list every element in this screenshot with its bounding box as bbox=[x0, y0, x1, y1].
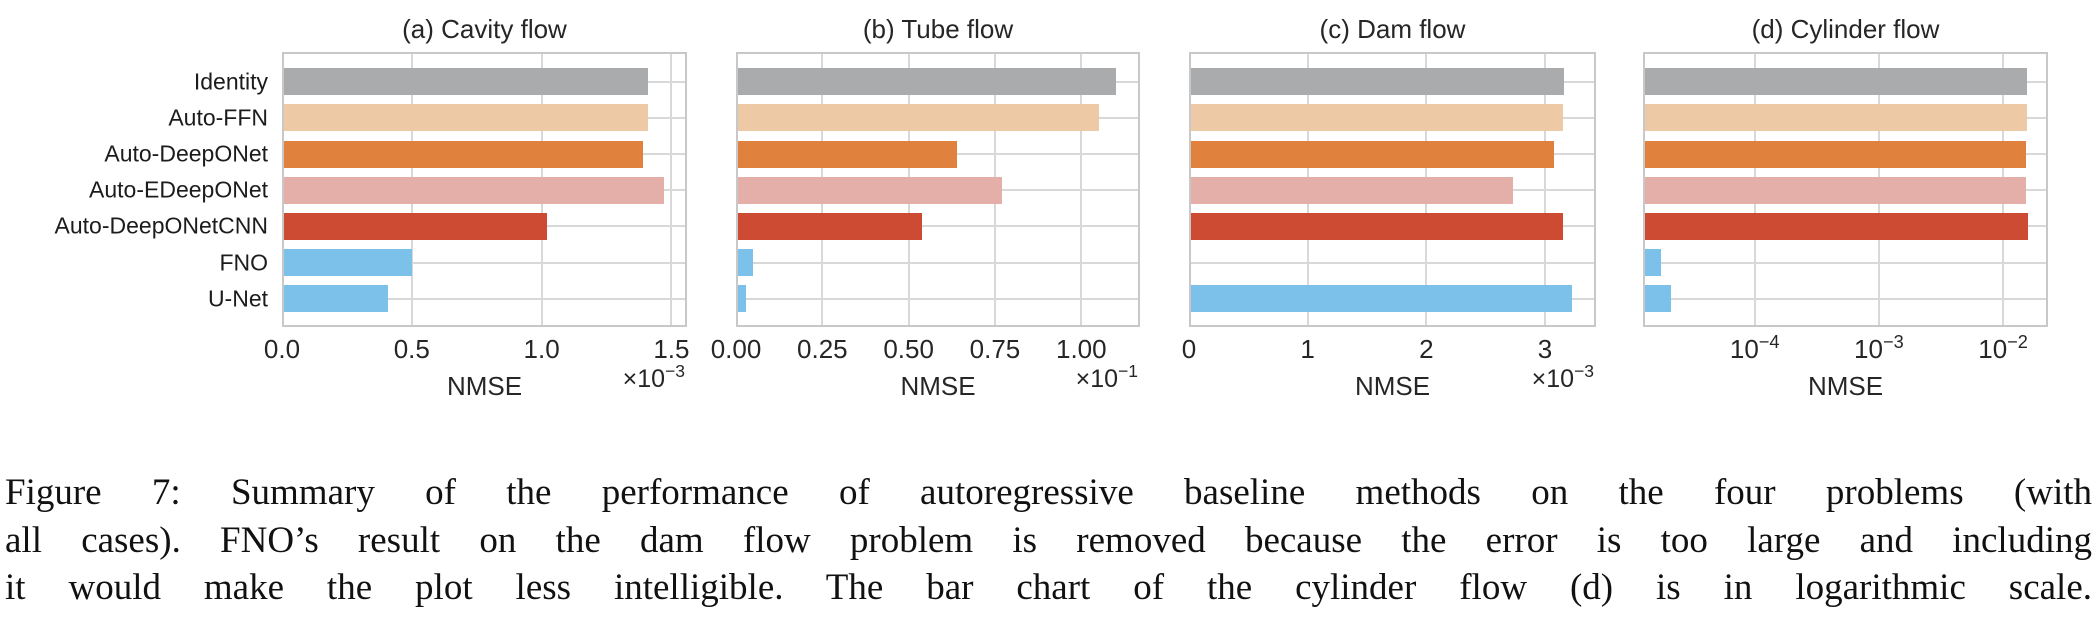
exponent: −1 bbox=[1118, 361, 1138, 382]
bar-auto-ffn bbox=[1189, 104, 1563, 132]
caption-line-2: all cases). FNO’s result on the dam flow… bbox=[5, 519, 2092, 561]
bar-auto-ffn bbox=[282, 104, 649, 132]
bar-fno bbox=[1643, 249, 1661, 277]
bar-u-net bbox=[1643, 285, 1671, 313]
chart-cavity-flow: (a) Cavity flow 0.0 0.5 1.0 1.5 NMSE ×10−3 bbox=[264, 14, 690, 401]
bar-auto-deeponet bbox=[1189, 140, 1555, 168]
bar-identity bbox=[282, 68, 649, 96]
chart-title: (c) Dam flow bbox=[1319, 14, 1466, 44]
category-label: Auto-EDeepONet bbox=[89, 176, 268, 203]
x-tick-label: 0.0 bbox=[263, 334, 301, 364]
exponent: −3 bbox=[1882, 332, 1904, 352]
x-tick-label: 10−3 bbox=[1854, 332, 1904, 364]
bar-auto-edeeponet bbox=[736, 176, 1002, 204]
axis-multiplier: ×10−3 bbox=[1531, 361, 1594, 393]
x-tick-label: 0.00 bbox=[710, 334, 762, 364]
x-axis-label: NMSE bbox=[900, 371, 976, 401]
x-tick-label: 1 bbox=[1300, 334, 1315, 364]
x-tick-label: 0.75 bbox=[969, 334, 1021, 364]
bar-auto-deeponetcnn bbox=[1189, 212, 1563, 240]
category-label: Auto-DeepONetCNN bbox=[54, 212, 268, 239]
chart-title: (d) Cylinder flow bbox=[1751, 14, 1940, 44]
y-gridline bbox=[1643, 261, 2048, 264]
x-tick-label: 10−2 bbox=[1978, 332, 2028, 364]
y-gridline bbox=[736, 261, 1140, 264]
chart-tube-flow: (b) Tube flow 0.00 0.25 0.50 0.75 1.00 NMSE ×10… bbox=[711, 14, 1140, 401]
x-axis-label: NMSE bbox=[1354, 371, 1431, 401]
bar-u-net bbox=[736, 285, 747, 313]
bar-auto-deeponetcnn bbox=[282, 212, 547, 240]
bar-auto-deeponetcnn bbox=[1643, 212, 2029, 240]
category-label: Auto-FFN bbox=[168, 104, 268, 131]
x-tick-label: 1.5 bbox=[653, 334, 690, 364]
caption-line-3: it would make the plot less intelligible… bbox=[5, 567, 2092, 608]
chart-title: (a) Cavity flow bbox=[402, 14, 567, 44]
bar-auto-deeponet bbox=[1643, 140, 2027, 168]
chart-dam-flow: (c) Dam flow 0 1 2 3 NMSE ×10−3 bbox=[1182, 14, 1596, 401]
exponent: −4 bbox=[1758, 332, 1780, 352]
y-axis-category-labels: Identity Auto-FFN Auto-DeepONet Auto-EDeepO… bbox=[0, 52, 268, 327]
exponent: −3 bbox=[665, 361, 685, 382]
figure-caption: Figure 7: Summary of the performance of … bbox=[5, 469, 2092, 612]
x-tick-label: 1.0 bbox=[523, 334, 560, 364]
y-gridline bbox=[736, 297, 1140, 300]
x-tick-label: 0.25 bbox=[797, 334, 848, 364]
y-gridline bbox=[282, 261, 687, 264]
y-gridline bbox=[736, 225, 1140, 228]
exponent: −3 bbox=[1574, 361, 1594, 382]
bar-auto-ffn bbox=[1643, 104, 2027, 132]
bar-fno bbox=[282, 249, 412, 277]
y-gridline bbox=[1643, 297, 2048, 300]
bar-u-net bbox=[1189, 285, 1573, 313]
x-axis-label: NMSE bbox=[1807, 371, 1884, 401]
category-label: Auto-DeepONet bbox=[104, 140, 268, 167]
x-axis-label: NMSE bbox=[446, 371, 523, 401]
bar-auto-ffn bbox=[736, 104, 1099, 132]
y-gridline bbox=[282, 297, 687, 300]
bar-identity bbox=[1189, 68, 1564, 96]
category-label: FNO bbox=[219, 249, 268, 276]
category-label: Identity bbox=[193, 68, 268, 95]
axis-multiplier: ×10−1 bbox=[1075, 361, 1138, 393]
bar-identity bbox=[736, 68, 1116, 96]
chart-cylinder-flow: (d) Cylinder flow 10−4 10−3 10−2 NMSE bbox=[1643, 14, 2048, 401]
x-tick-label: 0 bbox=[1181, 334, 1197, 364]
bar-fno bbox=[736, 249, 754, 277]
bar-u-net bbox=[282, 285, 389, 313]
x-tick-label: 1.00 bbox=[1055, 334, 1107, 364]
bar-identity bbox=[1643, 68, 2027, 96]
x-tick-label: 0.50 bbox=[883, 334, 934, 364]
bar-auto-deeponet bbox=[736, 140, 957, 168]
x-tick-label: 10−4 bbox=[1729, 332, 1780, 364]
x-tick-label: 3 bbox=[1537, 334, 1553, 364]
bar-auto-edeeponet bbox=[1643, 176, 2026, 204]
bar-auto-deeponet bbox=[282, 140, 643, 168]
x-tick-label: 0.5 bbox=[393, 334, 430, 364]
axis-multiplier: ×10−3 bbox=[622, 361, 685, 393]
chart-title: (b) Tube flow bbox=[862, 14, 1014, 44]
exponent: −2 bbox=[2007, 332, 2028, 352]
y-gridline bbox=[1189, 261, 1596, 264]
caption-line-1: Figure 7: Summary of the performance of … bbox=[5, 472, 2092, 513]
category-label: U-Net bbox=[207, 285, 268, 312]
bar-auto-deeponetcnn bbox=[736, 212, 923, 240]
bar-auto-edeeponet bbox=[1189, 176, 1513, 204]
x-tick-label: 2 bbox=[1419, 334, 1434, 364]
bar-auto-edeeponet bbox=[282, 176, 664, 204]
